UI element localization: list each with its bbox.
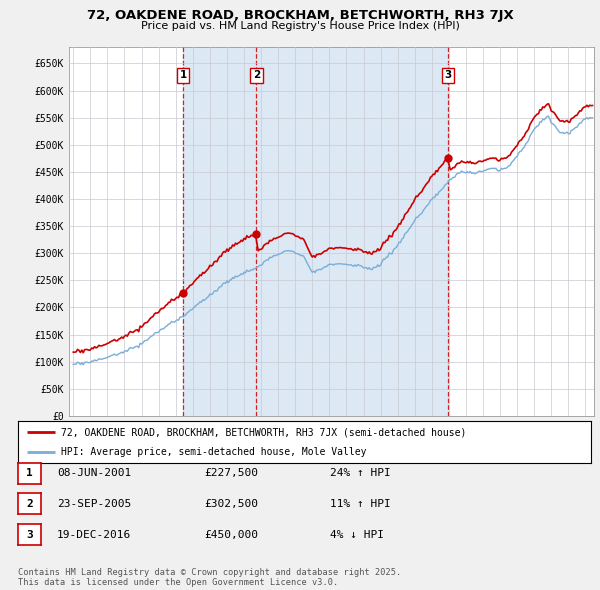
Text: £227,500: £227,500: [204, 468, 258, 478]
Text: 72, OAKDENE ROAD, BROCKHAM, BETCHWORTH, RH3 7JX: 72, OAKDENE ROAD, BROCKHAM, BETCHWORTH, …: [86, 9, 514, 22]
Bar: [183, 47, 448, 416]
Text: £302,500: £302,500: [204, 499, 258, 509]
Text: 4% ↓ HPI: 4% ↓ HPI: [330, 530, 384, 539]
Text: HPI: Average price, semi-detached house, Mole Valley: HPI: Average price, semi-detached house,…: [61, 447, 367, 457]
Text: 1: 1: [179, 70, 187, 80]
Text: 23-SEP-2005: 23-SEP-2005: [57, 499, 131, 509]
Text: Contains HM Land Registry data © Crown copyright and database right 2025.
This d: Contains HM Land Registry data © Crown c…: [18, 568, 401, 587]
Text: 24% ↑ HPI: 24% ↑ HPI: [330, 468, 391, 478]
Text: 1: 1: [26, 468, 33, 478]
Text: 72, OAKDENE ROAD, BROCKHAM, BETCHWORTH, RH3 7JX (semi-detached house): 72, OAKDENE ROAD, BROCKHAM, BETCHWORTH, …: [61, 427, 466, 437]
Text: 2: 2: [253, 70, 260, 80]
Text: 11% ↑ HPI: 11% ↑ HPI: [330, 499, 391, 509]
Text: £450,000: £450,000: [204, 530, 258, 539]
Text: 19-DEC-2016: 19-DEC-2016: [57, 530, 131, 539]
Text: 08-JUN-2001: 08-JUN-2001: [57, 468, 131, 478]
Text: Price paid vs. HM Land Registry's House Price Index (HPI): Price paid vs. HM Land Registry's House …: [140, 21, 460, 31]
Text: 2: 2: [26, 499, 33, 509]
Text: 3: 3: [26, 530, 33, 539]
Text: 3: 3: [445, 70, 452, 80]
